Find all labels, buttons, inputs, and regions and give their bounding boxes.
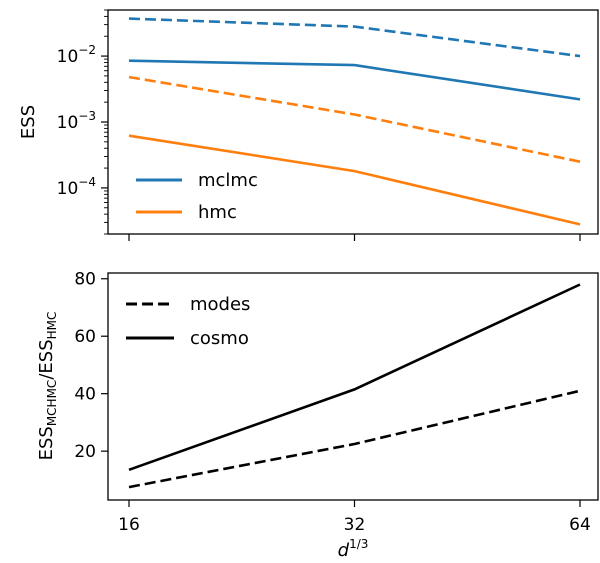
series-line-hmc-solid xyxy=(128,134,581,226)
y-tick-label: 10−3 xyxy=(57,109,96,133)
bottom-y-ticks: 20 40 60 80 xyxy=(74,270,108,462)
y-tick-label: 60 xyxy=(74,327,96,347)
x-tick-label: 32 xyxy=(344,515,366,535)
legend-label-modes: modes xyxy=(190,294,250,315)
top-y-ticks: 10−2 10−3 10−4 xyxy=(57,9,108,235)
bottom-axes-frame xyxy=(107,272,599,501)
series-line-mclmc-dashed xyxy=(128,17,581,58)
y-tick-label: 20 xyxy=(74,442,96,462)
bottom-legend: modes cosmo xyxy=(126,294,250,349)
top-y-axis-label: ESS xyxy=(18,105,39,139)
y-tick-label: 40 xyxy=(74,385,96,405)
series-line-mclmc-solid xyxy=(128,59,581,101)
bottom-x-axis-label: d1/3 xyxy=(338,537,369,561)
series-line-modes xyxy=(128,389,581,489)
y-tick-label: 10−2 xyxy=(57,43,96,67)
bottom-series-group xyxy=(128,283,581,489)
bottom-x-ticks: 16 32 64 xyxy=(118,500,591,535)
top-legend: mclmc hmc xyxy=(136,170,258,223)
legend-label-cosmo: cosmo xyxy=(190,328,249,349)
legend-label-hmc: hmc xyxy=(198,202,237,223)
series-line-hmc-dashed xyxy=(128,75,581,163)
x-tick-label: 16 xyxy=(118,515,140,535)
top-panel: 10−2 10−3 10−4 ESS mclmc hmc xyxy=(18,9,599,241)
y-tick-label: 10−4 xyxy=(57,175,96,199)
bottom-y-axis-label: ESSMCHMC/ESSHMC xyxy=(36,312,59,461)
x-tick-label: 64 xyxy=(569,515,591,535)
top-axes-frame xyxy=(107,9,599,235)
legend-label-mclmc: mclmc xyxy=(198,170,258,191)
top-x-ticks xyxy=(128,234,581,241)
bottom-panel: 20 40 60 80 16 32 64 modes cosmo ESSMCHMC/ESS… xyxy=(36,270,599,561)
series-line-cosmo xyxy=(128,283,581,472)
y-tick-label: 80 xyxy=(74,270,96,290)
top-series-group xyxy=(128,17,581,226)
